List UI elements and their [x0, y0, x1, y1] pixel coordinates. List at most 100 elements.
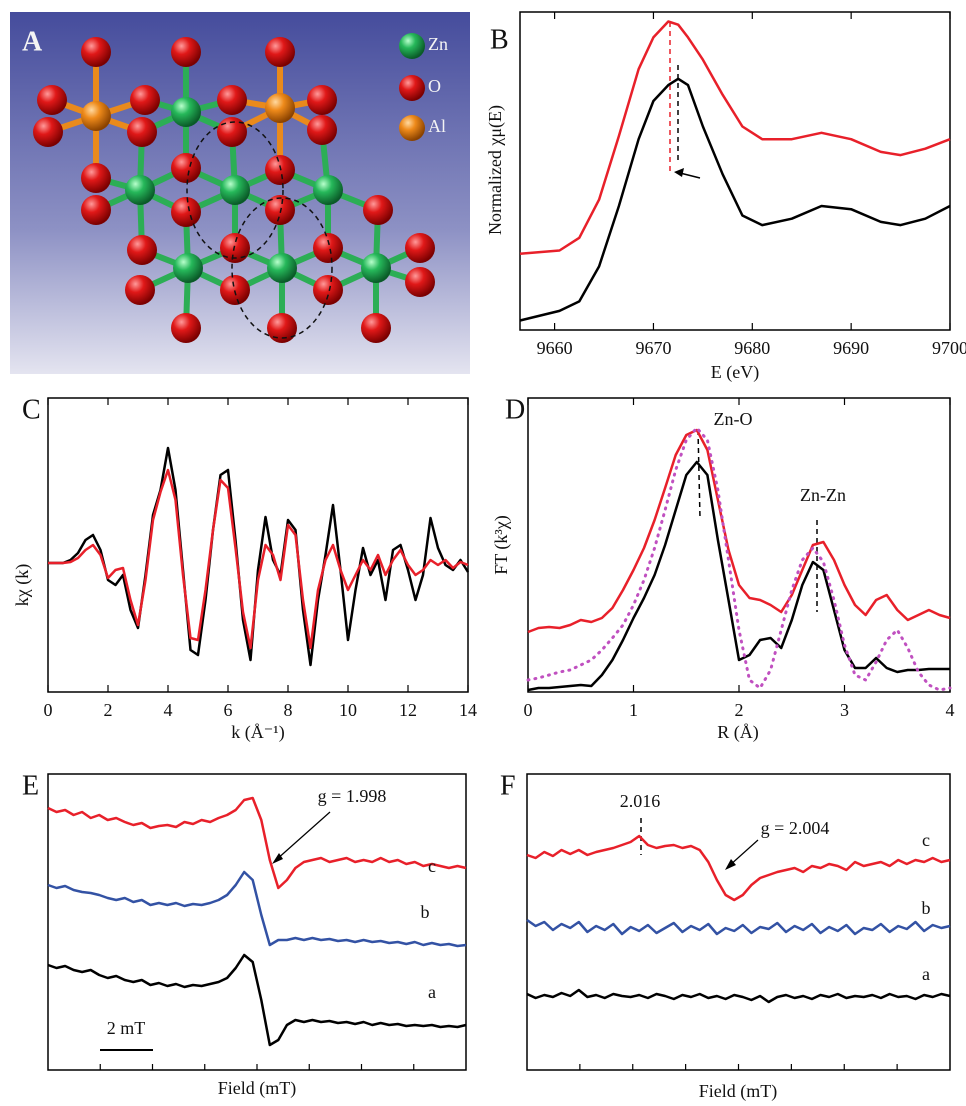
x-axis-label: R (Å)	[717, 722, 759, 743]
curve-label: c	[922, 830, 930, 850]
x-tick-label: 2	[104, 700, 113, 720]
x-tick-label: 9660	[537, 338, 573, 358]
oxygen-atom	[220, 275, 250, 305]
y-axis-label: FT (k³χ)	[491, 515, 512, 575]
oxygen-atom	[265, 37, 295, 67]
plot-frame	[527, 397, 951, 693]
annotation: g = 2.004	[761, 818, 830, 838]
oxygen-atom	[81, 195, 111, 225]
legend-atom	[399, 33, 425, 59]
oxygen-atom	[33, 117, 63, 147]
oxygen-atom	[217, 85, 247, 115]
x-tick-label: 9680	[734, 338, 770, 358]
metal-atom	[125, 175, 155, 205]
spectrum-line	[47, 870, 467, 948]
panel-label: E	[22, 770, 39, 801]
x-tick-label: 12	[399, 700, 417, 720]
oxygen-atom	[171, 313, 201, 343]
annotation: Zn-O	[714, 409, 753, 429]
oxygen-atom	[130, 85, 160, 115]
legend-label: O	[428, 76, 441, 96]
arrow-head	[725, 859, 736, 870]
metal-atom	[220, 175, 250, 205]
x-axis-label: E (eV)	[711, 362, 759, 383]
curve-label: b	[421, 902, 430, 922]
oxygen-atom	[127, 235, 157, 265]
panel-label: D	[505, 394, 525, 425]
oxygen-atom	[363, 195, 393, 225]
oxygen-atom	[171, 197, 201, 227]
plot-frame	[519, 11, 951, 331]
peak-marker	[697, 429, 701, 519]
x-tick-label: 9700	[932, 338, 966, 358]
plot-frame	[47, 397, 469, 693]
spectrum-line	[526, 426, 952, 692]
legend-atom	[399, 75, 425, 101]
arrow-head	[272, 853, 283, 864]
oxygen-atom	[125, 275, 155, 305]
highlight-ellipse	[186, 121, 284, 259]
x-tick-label: 1	[629, 700, 638, 720]
x-tick-label: 4	[946, 700, 955, 720]
y-axis-label: Normalized χμ(E)	[485, 105, 506, 235]
oxygen-atom	[220, 233, 250, 263]
x-tick-label: 10	[339, 700, 357, 720]
annotation: g = 1.998	[318, 786, 387, 806]
oxygen-atom	[405, 267, 435, 297]
oxygen-atom	[313, 233, 343, 263]
spectrum-line	[527, 428, 951, 634]
x-tick-label: 9690	[833, 338, 869, 358]
legend-label: Al	[428, 116, 446, 136]
curve-label: c	[428, 856, 436, 876]
curve-label: b	[922, 898, 931, 918]
oxygen-atom	[267, 313, 297, 343]
oxygen-atom	[307, 85, 337, 115]
spectrum-line	[526, 918, 951, 936]
metal-atom	[265, 93, 295, 123]
pointer-arrow	[728, 839, 759, 867]
oxygen-atom	[265, 195, 295, 225]
oxygen-atom	[217, 117, 247, 147]
spectrum-line	[526, 988, 951, 1004]
spectrum-line	[519, 77, 951, 322]
curve-label: a	[922, 964, 930, 984]
oxygen-atom	[307, 115, 337, 145]
oxygen-atom	[171, 153, 201, 183]
shift-arrow	[679, 172, 701, 179]
x-tick-label: 0	[524, 700, 533, 720]
oxygen-atom	[313, 275, 343, 305]
metal-atom	[313, 175, 343, 205]
arrow-head	[674, 168, 684, 177]
panel-label: C	[22, 394, 41, 425]
x-tick-label: 4	[164, 700, 173, 720]
oxygen-atom	[81, 163, 111, 193]
annotation: Zn-Zn	[800, 485, 846, 505]
spectrum-line	[519, 20, 951, 255]
panel-label: A	[22, 26, 43, 57]
oxygen-atom	[37, 85, 67, 115]
legend-label: Zn	[428, 34, 448, 54]
metal-atom	[81, 101, 111, 131]
spectrum-line	[527, 460, 950, 692]
oxygen-atom	[171, 37, 201, 67]
metal-atom	[173, 253, 203, 283]
plot-frame	[526, 773, 951, 1071]
panel-label: F	[500, 770, 516, 801]
crystal-structure	[33, 37, 435, 343]
spectrum-line	[47, 796, 467, 890]
spectrum-line	[48, 446, 470, 667]
x-tick-label: 3	[840, 700, 849, 720]
oxygen-atom	[361, 313, 391, 343]
x-axis-label: Field (mT)	[699, 1081, 778, 1102]
x-tick-label: 6	[224, 700, 233, 720]
x-tick-label: 8	[284, 700, 293, 720]
curve-label: a	[428, 982, 436, 1002]
panel-label: B	[490, 24, 509, 55]
x-tick-label: 2	[735, 700, 744, 720]
metal-atom	[171, 97, 201, 127]
x-axis-label: Field (mT)	[218, 1078, 297, 1099]
metal-atom	[267, 253, 297, 283]
oxygen-atom	[81, 37, 111, 67]
x-tick-label: 0	[44, 700, 53, 720]
oxygen-atom	[265, 155, 295, 185]
